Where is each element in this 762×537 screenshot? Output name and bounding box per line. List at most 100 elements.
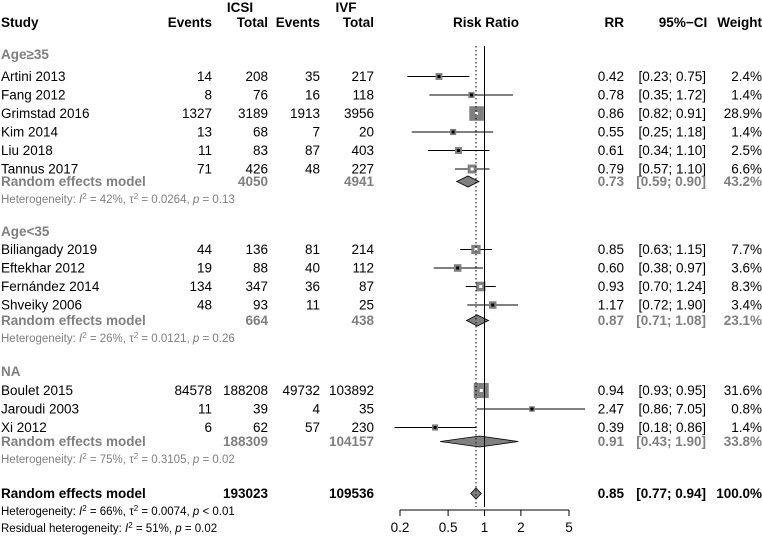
pooled-weight: 100.0% [716, 486, 762, 501]
icsi-events: 11 [198, 402, 212, 417]
icsi-total: 3189 [238, 106, 268, 121]
study-label: Eftekhar 2012 [1, 261, 85, 276]
icsi-events: 84578 [174, 383, 212, 398]
icsi-total: 208 [245, 69, 268, 84]
ivf-total: 214 [351, 242, 374, 257]
subgroup-heterogeneity: Heterogeneity: I2 = 75%, τ2 = 0.3105, p … [1, 452, 235, 467]
weight-value: 0.8% [731, 402, 762, 417]
ivf-events: 81 [305, 242, 320, 257]
point-estimate [433, 426, 437, 429]
study-label: Grimstad 2016 [1, 106, 90, 121]
ci-value: [0.23; 0.75] [638, 69, 706, 84]
ci-value: [0.63; 1.15] [638, 242, 706, 257]
subgroup-label: NA [1, 364, 21, 379]
x-tick-label: 5 [565, 520, 573, 535]
x-tick-label: 0.5 [439, 520, 458, 535]
point-estimate [479, 285, 483, 288]
ci-value: [0.57; 1.10] [638, 162, 706, 177]
ivf-total: 112 [352, 261, 374, 276]
pooled-diamond [470, 487, 482, 500]
ivf-total: 217 [351, 69, 374, 84]
ivf-events: 87 [305, 143, 320, 158]
pooled-ivf-total: 104157 [329, 434, 374, 449]
ci-value: [0.18; 0.86] [638, 420, 706, 435]
subgroup-label: Age≥35 [1, 47, 49, 62]
study-label: Kim 2014 [1, 125, 59, 140]
icsi-events: 71 [197, 162, 212, 177]
pooled-diamond [465, 314, 490, 327]
pooled-ivf-total: 4941 [344, 174, 375, 189]
overall-heterogeneity: Heterogeneity: I2 = 66%, τ2 = 0.0074, p … [1, 504, 235, 519]
rr-value: 0.86 [598, 106, 624, 121]
point-estimate [469, 93, 473, 97]
rr-value: 0.85 [598, 242, 624, 257]
x-tick-label: 0.2 [391, 520, 410, 535]
weight-value: 8.3% [731, 279, 762, 294]
study-label: Jaroudi 2003 [1, 402, 79, 417]
weight-value: 7.7% [731, 242, 762, 257]
icsi-events: 1327 [182, 106, 212, 121]
icsi-events: 134 [189, 279, 212, 294]
icsi-total: 188208 [223, 383, 268, 398]
icsi-total: 76 [253, 88, 268, 103]
ivf-events: 57 [305, 420, 320, 435]
ivf-events: 11 [306, 298, 320, 313]
point-estimate [457, 149, 461, 152]
rr-value: 0.42 [598, 69, 624, 84]
subgroup-label: Age<35 [1, 224, 50, 239]
icsi-events: 13 [197, 125, 212, 140]
ivf-events: 7 [312, 125, 320, 140]
pooled-ivf-total: 438 [351, 313, 374, 328]
x-tick-label: 2 [517, 520, 525, 535]
ivf-events: 49732 [282, 383, 320, 398]
weight-value: 2.5% [731, 143, 762, 158]
pooled-ci: [0.77; 0.94] [636, 486, 706, 501]
icsi-total: 426 [245, 162, 268, 177]
ci-value: [0.72; 1.90] [638, 298, 706, 313]
pooled-icsi-total: 193023 [223, 486, 269, 501]
point-estimate [491, 303, 495, 307]
rr-value: 0.60 [598, 261, 624, 276]
pooled-label: Random effects model [1, 486, 146, 501]
ivf-events: 1913 [290, 106, 320, 121]
ci-value: [0.38; 0.97] [638, 261, 706, 276]
rr-value: 0.79 [598, 162, 624, 177]
ivf-total: 87 [359, 279, 374, 294]
icsi-total: 88 [253, 261, 268, 276]
study-label: Xi 2012 [1, 420, 47, 435]
study-label: Biliangady 2019 [1, 242, 97, 257]
ci-value: [0.35; 1.72] [638, 88, 706, 103]
header-ivf-events: Events [276, 15, 320, 30]
rr-value: 0.94 [598, 383, 625, 398]
pooled-label: Random effects model [1, 313, 146, 328]
pooled-icsi-total: 188309 [223, 434, 268, 449]
icsi-total: 39 [253, 402, 268, 417]
point-estimate [475, 112, 479, 115]
ivf-events: 48 [305, 162, 320, 177]
study-label: Boulet 2015 [1, 383, 73, 398]
header-study: Study [1, 15, 39, 30]
icsi-events: 6 [204, 420, 212, 435]
icsi-total: 347 [245, 279, 268, 294]
pooled-weight: 43.2% [724, 174, 762, 189]
weight-value: 1.4% [731, 420, 762, 435]
ci-value: [0.82; 0.91] [638, 106, 706, 121]
weight-value: 6.6% [731, 162, 762, 177]
rr-value: 0.61 [598, 143, 624, 158]
subgroup-heterogeneity: Heterogeneity: I2 = 26%, τ2 = 0.0121, p … [1, 331, 235, 346]
pooled-ivf-total: 109536 [329, 486, 375, 501]
ivf-total: 403 [351, 143, 374, 158]
rr-value: 1.17 [598, 298, 624, 313]
pooled-label: Random effects model [1, 174, 146, 189]
icsi-events: 48 [197, 298, 212, 313]
ivf-total: 103892 [329, 383, 374, 398]
ivf-events: 35 [305, 69, 320, 84]
icsi-events: 8 [204, 88, 212, 103]
pooled-diamond [455, 175, 480, 188]
weight-value: 1.4% [731, 125, 762, 140]
study-label: Tannus 2017 [1, 162, 78, 177]
pooled-rr: 0.87 [598, 313, 624, 328]
subgroup-heterogeneity: Heterogeneity: I2 = 42%, τ2 = 0.0264, p … [1, 192, 235, 207]
residual-heterogeneity: Residual heterogeneity: I2 = 51%, p = 0.… [1, 521, 217, 536]
